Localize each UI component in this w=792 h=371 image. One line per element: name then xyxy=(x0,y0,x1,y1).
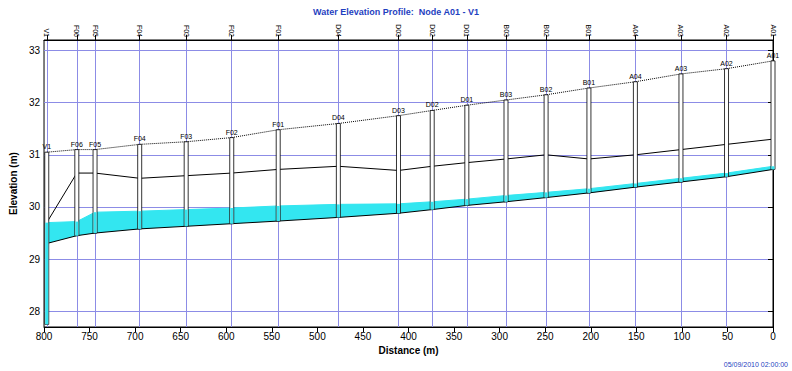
svg-text:A02: A02 xyxy=(720,60,733,67)
svg-text:A02: A02 xyxy=(723,25,730,38)
svg-text:500: 500 xyxy=(309,331,326,342)
svg-text:400: 400 xyxy=(400,331,417,342)
svg-text:D04: D04 xyxy=(332,114,345,121)
svg-text:0: 0 xyxy=(770,331,776,342)
svg-text:F05: F05 xyxy=(92,25,99,37)
svg-text:250: 250 xyxy=(537,331,554,342)
svg-text:300: 300 xyxy=(491,331,508,342)
svg-text:F04: F04 xyxy=(134,135,146,142)
svg-text:V1: V1 xyxy=(42,143,51,150)
svg-text:B01: B01 xyxy=(585,25,592,38)
svg-text:D02: D02 xyxy=(429,24,436,37)
svg-text:A04: A04 xyxy=(629,73,642,80)
svg-text:B03: B03 xyxy=(503,25,510,38)
svg-text:150: 150 xyxy=(628,331,645,342)
svg-text:31: 31 xyxy=(29,149,41,160)
svg-text:F04: F04 xyxy=(136,25,143,37)
svg-text:D03: D03 xyxy=(395,24,402,37)
svg-text:650: 650 xyxy=(172,331,189,342)
svg-text:33: 33 xyxy=(29,45,41,56)
svg-text:F03: F03 xyxy=(180,133,192,140)
svg-text:450: 450 xyxy=(355,331,372,342)
svg-text:A04: A04 xyxy=(632,25,639,38)
svg-text:D01: D01 xyxy=(460,96,473,103)
svg-text:B02: B02 xyxy=(543,25,550,38)
svg-text:Elevation (m): Elevation (m) xyxy=(8,152,19,215)
svg-text:F05: F05 xyxy=(89,141,101,148)
svg-text:B02: B02 xyxy=(540,86,553,93)
svg-text:F02: F02 xyxy=(228,25,235,37)
svg-text:700: 700 xyxy=(127,331,144,342)
svg-text:32: 32 xyxy=(29,97,41,108)
svg-text:B01: B01 xyxy=(583,79,596,86)
svg-text:B03: B03 xyxy=(500,91,513,98)
svg-text:D04: D04 xyxy=(335,24,342,37)
svg-text:29: 29 xyxy=(29,254,41,265)
svg-text:A03: A03 xyxy=(675,65,688,72)
svg-text:A03: A03 xyxy=(677,25,684,38)
svg-text:550: 550 xyxy=(263,331,280,342)
svg-text:Water Elevation Profile: Node: Water Elevation Profile: Node A01 - V1 xyxy=(313,7,479,17)
svg-text:800: 800 xyxy=(36,331,53,342)
svg-text:30: 30 xyxy=(29,201,41,212)
svg-text:F01: F01 xyxy=(275,25,282,37)
svg-text:D02: D02 xyxy=(426,101,439,108)
svg-text:F06: F06 xyxy=(71,141,83,148)
svg-text:F06: F06 xyxy=(73,25,80,37)
svg-text:A01: A01 xyxy=(770,25,777,38)
svg-text:28: 28 xyxy=(29,306,41,317)
svg-text:50: 50 xyxy=(722,331,734,342)
svg-text:350: 350 xyxy=(446,331,463,342)
svg-text:Distance (m): Distance (m) xyxy=(379,345,439,356)
svg-text:200: 200 xyxy=(582,331,599,342)
svg-text:F01: F01 xyxy=(272,121,284,128)
svg-text:V1: V1 xyxy=(43,28,50,37)
svg-text:D03: D03 xyxy=(392,107,405,114)
svg-text:F03: F03 xyxy=(183,25,190,37)
svg-text:A01: A01 xyxy=(767,52,780,59)
svg-text:750: 750 xyxy=(81,331,98,342)
svg-text:F02: F02 xyxy=(226,129,238,136)
svg-text:05/09/2010 02:00:00: 05/09/2010 02:00:00 xyxy=(724,361,788,368)
svg-text:100: 100 xyxy=(674,331,691,342)
svg-text:600: 600 xyxy=(218,331,235,342)
svg-text:D01: D01 xyxy=(463,24,470,37)
